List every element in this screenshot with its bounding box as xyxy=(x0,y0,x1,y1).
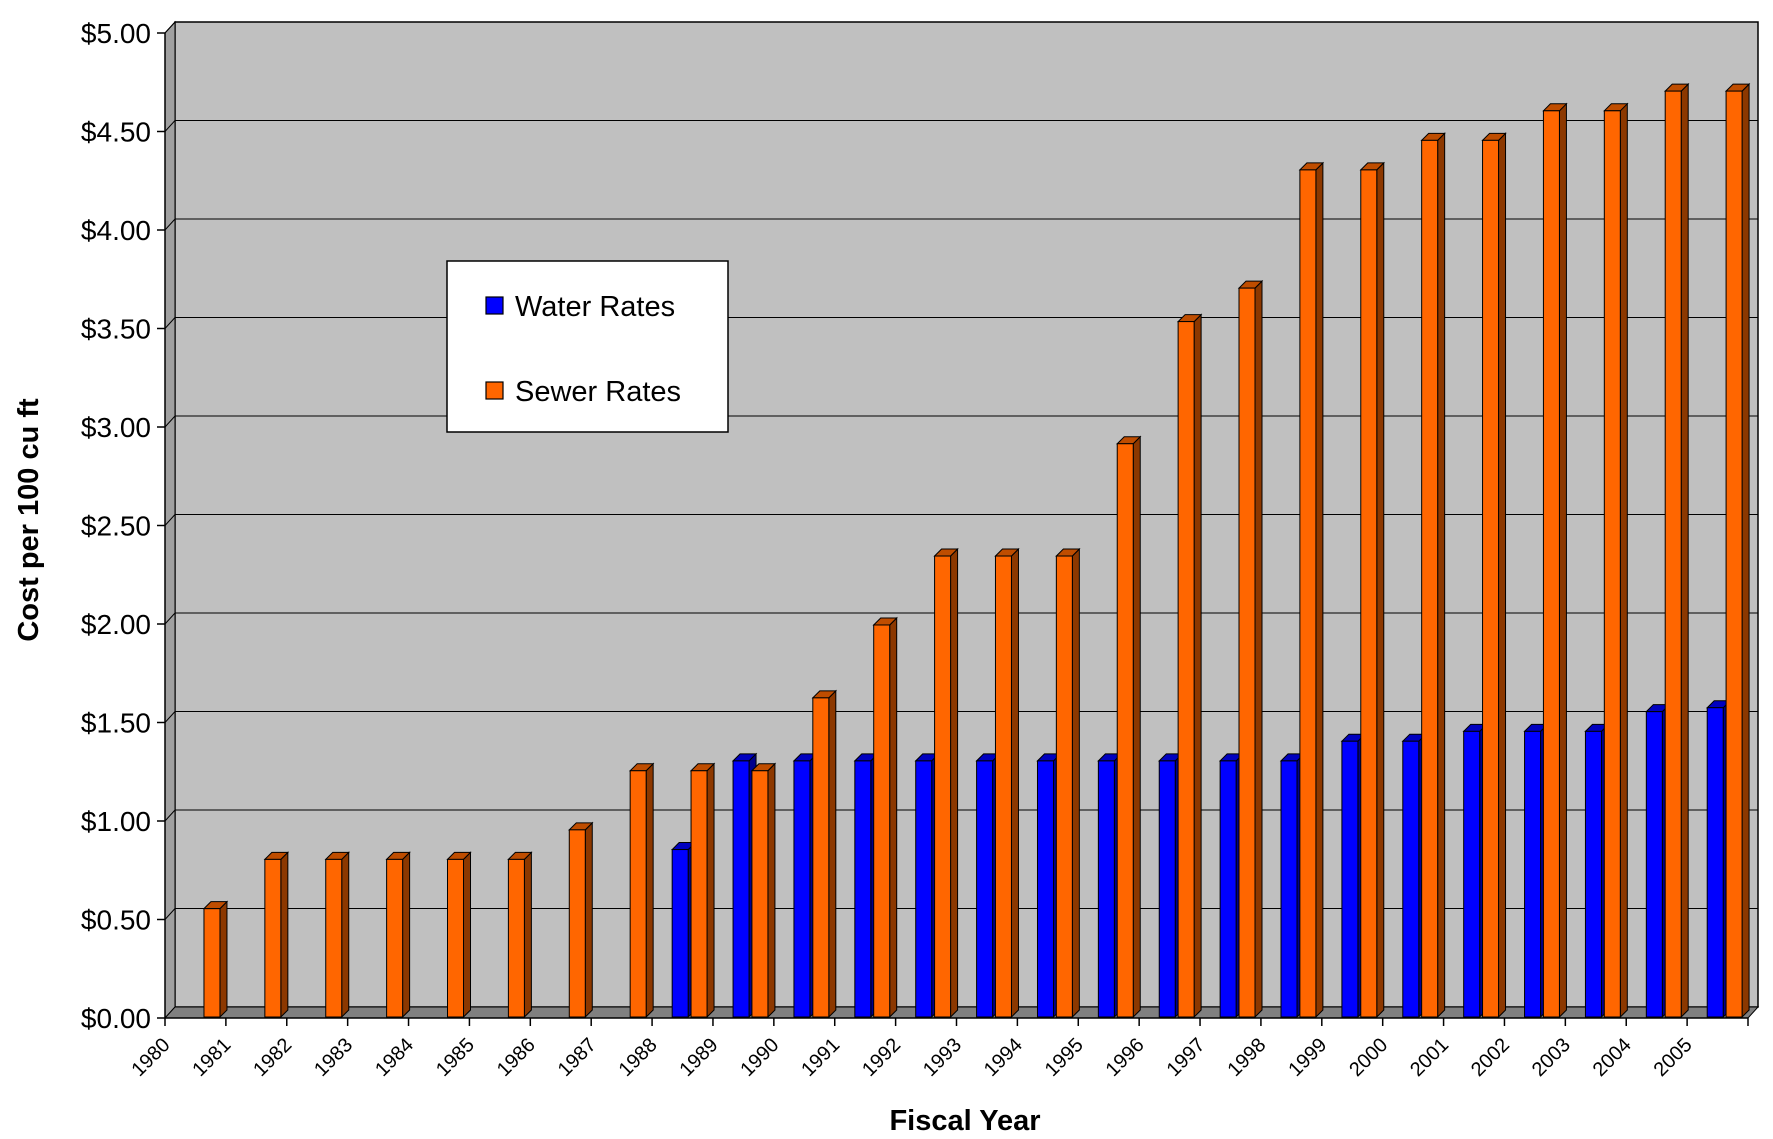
bar-sewer-2005 xyxy=(1724,82,1751,1019)
x-tick-label: 1995 xyxy=(1041,1034,1088,1081)
bar-sewer-1992 xyxy=(933,547,959,1019)
bar-sewer-1994 xyxy=(1055,547,1081,1019)
bars xyxy=(202,82,1751,1019)
bar-sewer-2003 xyxy=(1603,102,1629,1019)
x-tick-label: 1996 xyxy=(1102,1034,1149,1081)
bar-sewer-1985 xyxy=(507,851,533,1019)
bar-sewer-1998 xyxy=(1298,161,1325,1019)
gridlines xyxy=(164,21,1758,920)
gridline xyxy=(164,514,1758,526)
bar-sewer-1986 xyxy=(568,821,594,1019)
bar-sewer-1997 xyxy=(1237,279,1264,1019)
x-tick-label: 1981 xyxy=(188,1034,235,1081)
legend-swatch-sewer xyxy=(485,381,504,400)
y-tick-label: $3.50 xyxy=(81,314,151,345)
gridline xyxy=(164,317,1758,329)
bar-sewer-1980 xyxy=(202,900,229,1019)
y-tick-label: $4.50 xyxy=(81,117,151,148)
x-tick-label: 1980 xyxy=(128,1034,175,1081)
bar-sewer-1993 xyxy=(994,547,1020,1019)
x-tick-label: 2002 xyxy=(1467,1034,1514,1081)
y-tick-label: $2.00 xyxy=(81,609,151,640)
gridline xyxy=(164,21,1758,34)
x-tick-label: 1998 xyxy=(1223,1034,1270,1081)
bar-sewer-1991 xyxy=(872,616,898,1019)
y-tick-label: $2.50 xyxy=(81,511,151,542)
x-tick-label: 1989 xyxy=(675,1034,722,1081)
legend-swatch-water xyxy=(485,296,504,315)
legend-box xyxy=(446,260,729,433)
bar-sewer-1988 xyxy=(689,762,716,1019)
x-tick-label: 1982 xyxy=(249,1034,296,1081)
y-axis-ticks: $0.00 $0.50 $1.00 $1.50 $2.00 $2.50 $3.00 $3.50… xyxy=(81,18,165,1034)
y-tick-label: $1.50 xyxy=(81,708,151,739)
x-tick-label: 1993 xyxy=(919,1034,966,1081)
x-tick-label: 2001 xyxy=(1406,1034,1453,1081)
bar-water-2002 xyxy=(1523,723,1549,1019)
bar-sewer-1982 xyxy=(324,851,350,1019)
x-tick-label: 1997 xyxy=(1163,1034,1210,1081)
x-tick-label: 2005 xyxy=(1650,1034,1697,1081)
x-tick-label: 1987 xyxy=(554,1034,601,1081)
x-axis-title: Fiscal Year xyxy=(889,1105,1040,1137)
bar-sewer-1983 xyxy=(385,851,411,1019)
gridline xyxy=(164,711,1758,723)
y-tick-label: $3.00 xyxy=(81,412,151,443)
bar-sewer-1995 xyxy=(1116,435,1142,1019)
legend-label-sewer: Sewer Rates xyxy=(515,376,681,408)
bar-sewer-2000 xyxy=(1420,132,1446,1019)
gridline xyxy=(164,120,1758,132)
y-tick-label: $4.00 xyxy=(81,215,151,246)
bar-sewer-1996 xyxy=(1176,313,1203,1019)
gridline xyxy=(164,218,1758,231)
x-tick-label: 2000 xyxy=(1345,1034,1392,1081)
x-tick-label: 2003 xyxy=(1528,1034,1575,1081)
y-tick-label: $0.00 xyxy=(81,1003,151,1034)
bar-sewer-1990 xyxy=(811,689,838,1019)
x-tick-label: 1999 xyxy=(1284,1034,1331,1081)
x-tick-label: 2004 xyxy=(1589,1034,1636,1081)
y-tick-label: $1.00 xyxy=(81,806,151,837)
x-tick-label: 1986 xyxy=(493,1034,540,1081)
y-tick-label: $0.50 xyxy=(81,905,151,936)
legend: Water Rates Sewer Rates xyxy=(446,260,729,433)
bar-sewer-2004 xyxy=(1663,82,1690,1019)
x-tick-label: 1992 xyxy=(858,1034,905,1081)
x-tick-label: 1988 xyxy=(615,1034,662,1081)
x-tick-label: 1985 xyxy=(432,1034,479,1081)
x-tick-label: 1983 xyxy=(310,1034,357,1081)
x-axis-ticks: 1980 1981 1982 1983 1984 1985 1986 1987 1988 1989… xyxy=(128,1018,1749,1081)
y-tick-label: $5.00 xyxy=(81,18,151,49)
x-tick-label: 1994 xyxy=(980,1034,1027,1081)
bar-sewer-1981 xyxy=(263,851,290,1019)
x-tick-label: 1990 xyxy=(736,1034,783,1081)
gridline xyxy=(164,612,1758,625)
bar-sewer-1999 xyxy=(1359,161,1385,1019)
bar-sewer-2001 xyxy=(1481,132,1507,1019)
bar-sewer-2002 xyxy=(1542,102,1568,1019)
y-axis-title: Cost per 100 cu ft xyxy=(13,398,45,642)
x-tick-label: 1984 xyxy=(371,1034,418,1081)
gridline xyxy=(164,415,1758,428)
bar-sewer-1989 xyxy=(750,762,777,1019)
bar-sewer-1987 xyxy=(628,762,655,1019)
legend-label-water: Water Rates xyxy=(515,291,675,323)
bar-sewer-1984 xyxy=(446,851,472,1019)
x-tick-label: 1991 xyxy=(797,1034,844,1081)
